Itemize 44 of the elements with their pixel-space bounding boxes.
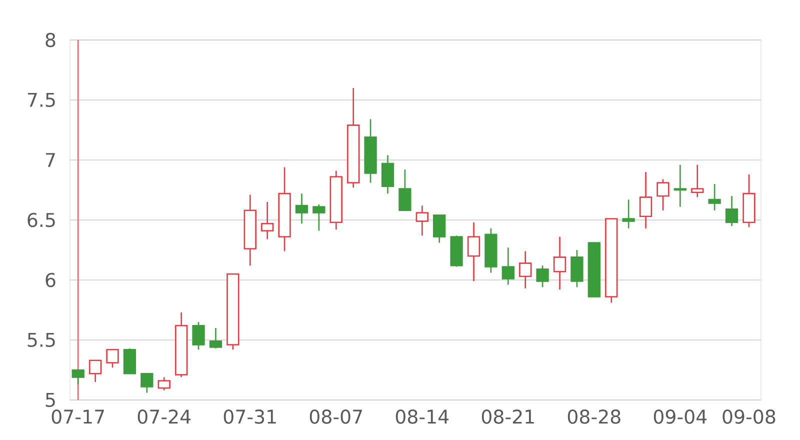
- candlestick: [192, 321, 205, 350]
- candlestick: [106, 348, 119, 368]
- candlestick: [416, 204, 428, 236]
- y-tick-label: 8: [46, 32, 56, 48]
- candlestick: [312, 204, 326, 232]
- candlestick: [295, 192, 308, 224]
- x-tick-label: 07-17: [52, 410, 104, 424]
- x-tick-label: 09-04: [654, 410, 707, 424]
- x-tick-label: 08-21: [482, 410, 534, 424]
- y-tick-label: 7.5: [28, 92, 55, 108]
- candlestick: [123, 348, 136, 374]
- candlestick: [622, 198, 635, 230]
- candlestick: [72, 369, 84, 386]
- candlestick: [674, 164, 686, 208]
- candlestick: [691, 164, 704, 198]
- candlestick: [708, 183, 721, 212]
- x-tick-label: 08-07: [310, 410, 362, 424]
- candlestick: [519, 250, 532, 290]
- candlestick: [158, 376, 170, 392]
- x-tick-label: 08-14: [396, 410, 449, 424]
- candlestick: [381, 154, 394, 194]
- y-tick-label: 5.5: [28, 332, 55, 348]
- x-tick-label: 09-08: [722, 410, 776, 424]
- candlestick: [398, 168, 412, 212]
- candlestick: [209, 327, 222, 350]
- candlestick: [570, 249, 584, 288]
- candlestick: [536, 264, 549, 288]
- candlestick: [502, 246, 514, 286]
- y-tick-label: 6: [46, 272, 56, 288]
- candlestick: [725, 195, 738, 227]
- candlestick: [88, 360, 102, 383]
- x-tick-label: 08-28: [568, 410, 620, 424]
- candlestick: [260, 201, 274, 240]
- candlestick: [656, 178, 670, 212]
- candlestick: [140, 372, 154, 394]
- x-tick-label: 07-31: [224, 410, 276, 424]
- x-tick-label: 07-24: [138, 410, 191, 424]
- candlestick: [433, 214, 446, 244]
- y-tick-label: 5: [46, 392, 55, 408]
- candlestick: [639, 171, 652, 230]
- candlestick: [553, 236, 566, 290]
- y-tick-label: 7: [46, 153, 55, 167]
- y-tick-label: 6.5: [28, 212, 55, 228]
- candlestick: [467, 222, 480, 282]
